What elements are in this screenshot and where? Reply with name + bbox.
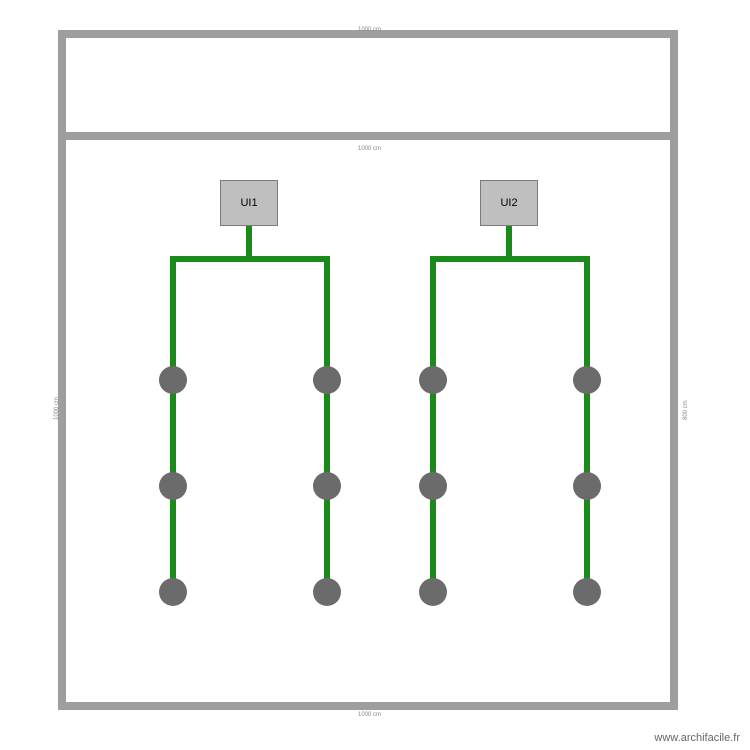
unit-label-ui2: UI2 <box>500 197 517 209</box>
dim-label-top: 1000 cm <box>358 27 381 33</box>
node-11 <box>573 578 601 606</box>
wire-3 <box>324 256 330 592</box>
watermark-text: www.archifacile.fr <box>654 732 740 744</box>
node-10 <box>573 472 601 500</box>
unit-label-ui1: UI1 <box>240 197 257 209</box>
wire-2 <box>170 256 176 592</box>
wire-6 <box>430 256 436 592</box>
node-7 <box>419 472 447 500</box>
wire-1 <box>170 256 330 262</box>
node-3 <box>313 366 341 394</box>
wire-5 <box>430 256 590 262</box>
node-1 <box>159 472 187 500</box>
dim-label-bottom: 1000 cm <box>358 712 381 718</box>
wire-4 <box>506 226 512 256</box>
unit-box-ui1: UI1 <box>220 180 278 226</box>
dim-label-mid: 1000 cm <box>358 146 381 152</box>
node-9 <box>573 366 601 394</box>
node-5 <box>313 578 341 606</box>
unit-box-ui2: UI2 <box>480 180 538 226</box>
node-0 <box>159 366 187 394</box>
plan-top-panel <box>58 30 678 140</box>
node-6 <box>419 366 447 394</box>
node-4 <box>313 472 341 500</box>
dim-label-right: 800 cm <box>683 400 689 420</box>
node-2 <box>159 578 187 606</box>
dim-label-left: 1000 cm <box>54 397 60 420</box>
wire-0 <box>246 226 252 256</box>
wire-7 <box>584 256 590 592</box>
node-8 <box>419 578 447 606</box>
